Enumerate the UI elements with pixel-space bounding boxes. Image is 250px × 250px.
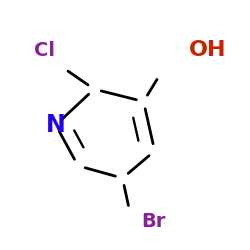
Text: Br: Br bbox=[141, 212, 166, 231]
Text: OH: OH bbox=[189, 40, 227, 60]
Text: Cl: Cl bbox=[34, 41, 55, 60]
Text: N: N bbox=[46, 113, 66, 137]
